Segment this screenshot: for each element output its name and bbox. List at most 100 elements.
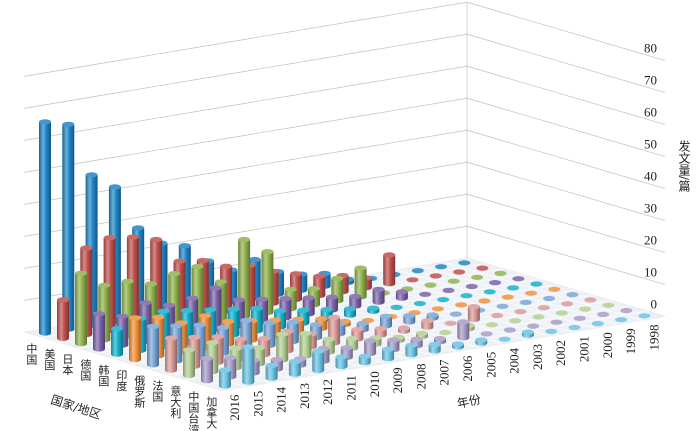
bar-top — [103, 235, 116, 241]
bar-top — [129, 315, 141, 321]
bar-top — [382, 346, 395, 352]
bar-印度-2016 — [129, 315, 141, 363]
bar-top — [193, 322, 206, 328]
bar-top — [421, 318, 434, 324]
bar-top — [188, 334, 201, 340]
bar-top — [252, 345, 265, 351]
floor-grid — [132, 289, 576, 365]
bar-top — [444, 320, 457, 326]
bar-top — [406, 277, 419, 283]
z-tick-label: 10 — [644, 265, 657, 280]
bar-韩国-2016 — [111, 326, 123, 357]
bar-意大利-2016 — [183, 347, 195, 378]
bar-top — [147, 323, 159, 329]
bar-意大利-2011 — [299, 330, 312, 359]
bar-中国-2000 — [411, 268, 424, 274]
bar-top — [398, 325, 410, 331]
bar-top — [326, 294, 338, 300]
bar-top — [521, 329, 534, 335]
bar-印度-1999 — [525, 290, 538, 296]
bar-top — [265, 362, 278, 368]
bar-韩国-2001 — [460, 293, 473, 299]
bar-top — [457, 319, 470, 325]
gridline — [24, 65, 666, 141]
bar-印度-2001 — [478, 298, 491, 304]
bar-中国台湾-2009 — [364, 338, 377, 356]
bar-top — [270, 356, 283, 362]
bar-body — [405, 345, 418, 358]
bar-俄罗斯-1999 — [543, 295, 556, 302]
bar-中国台湾-2003 — [503, 327, 516, 333]
country-label: 美国 — [43, 348, 56, 371]
bar-top — [139, 300, 152, 306]
bar-body — [312, 351, 325, 373]
bar-日本-2016 — [75, 270, 87, 347]
bar-美国-2002 — [383, 252, 396, 287]
bar-韩国-2005 — [367, 305, 380, 314]
bar-top — [532, 314, 545, 320]
bar-top — [290, 271, 302, 277]
bar-body — [129, 317, 141, 363]
bar-法国-2007 — [374, 326, 387, 338]
bar-中国台湾-2001 — [550, 319, 563, 325]
bar-top — [219, 367, 231, 373]
bar-body — [265, 365, 278, 381]
bar-top — [322, 336, 335, 342]
floor-grid — [204, 310, 648, 386]
bar-top — [331, 275, 344, 281]
bar-body — [349, 296, 362, 309]
bar-top — [548, 286, 561, 292]
floor-grid — [420, 265, 619, 325]
bar-德国-1998 — [512, 276, 525, 282]
country-label: 法国 — [151, 379, 164, 403]
x-axis-title: 国家/地区 — [49, 392, 103, 422]
bar-top — [491, 312, 504, 319]
bar-top — [358, 353, 371, 359]
year-label: 2000 — [600, 332, 615, 358]
bar-top — [183, 347, 195, 353]
bar-法国-2003 — [467, 304, 480, 322]
bar-美国-1998 — [476, 265, 489, 271]
bar-意大利-2003 — [485, 322, 498, 328]
country-label: 中国台湾 — [187, 390, 200, 431]
country-label: 意大利 — [169, 384, 182, 418]
bar-top — [313, 273, 326, 279]
bar-body — [147, 326, 159, 368]
year-label: 2001 — [577, 336, 592, 362]
bar-中国-2016 — [39, 119, 51, 336]
bar-top — [620, 307, 633, 314]
bar-top — [62, 121, 75, 127]
floor-grid — [466, 257, 666, 317]
bar-top — [475, 337, 488, 343]
bar-top — [471, 274, 484, 280]
bar-top — [555, 310, 568, 316]
bar-top — [367, 305, 380, 311]
year-label: 2011 — [344, 375, 359, 401]
bar-印度-1998 — [548, 286, 561, 292]
bar-top — [435, 264, 448, 270]
bar-top — [405, 342, 418, 348]
bar-top — [75, 270, 87, 276]
bar-top — [374, 326, 387, 332]
bar-top — [111, 326, 123, 332]
bar-俄罗斯-1998 — [566, 292, 579, 298]
bar-法国-2005 — [421, 318, 434, 330]
floor-grid — [24, 332, 223, 391]
year-label: 2015 — [250, 391, 265, 417]
axis-labels: 0 10 20 30 40 50 60 70 80 中国 美国 日本 德国 韩国 印度 俄罗斯 法国 意大利 中国台… — [25, 41, 691, 431]
bar-top — [356, 320, 369, 326]
bar-德国-2000 — [465, 283, 478, 290]
bar-中国台湾-2002 — [527, 323, 540, 329]
bar-top — [434, 335, 446, 342]
bar-top — [173, 258, 186, 264]
year-label: 2007 — [437, 359, 452, 386]
bar-body — [276, 334, 289, 363]
bar-body — [380, 316, 392, 329]
bar-top — [261, 249, 274, 255]
bar-top — [232, 297, 245, 303]
bar-top — [383, 252, 396, 258]
bar-印度-2003 — [431, 306, 444, 312]
bar-top — [476, 265, 489, 271]
floor-grid — [397, 269, 596, 329]
